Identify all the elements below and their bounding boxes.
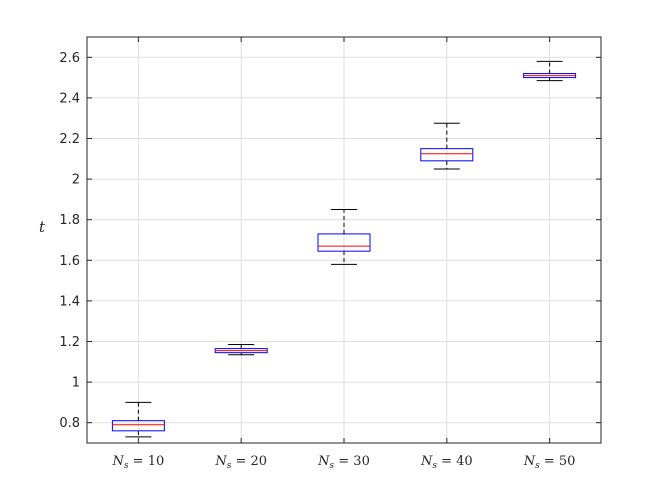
box-3 — [317, 209, 371, 265]
x-tick-label: Ns = 20 — [214, 454, 267, 471]
box-2 — [214, 344, 268, 356]
axis-ticks: 0.8 1 1.2 1.4 1.6 1.8 2 2.2 2.4 2.6 Ns = 10 Ns = 20… — [59, 37, 601, 471]
y-tick-label: 2.4 — [59, 91, 80, 106]
y-tick-label: 1.6 — [59, 254, 80, 269]
y-tick-label: 2.2 — [59, 132, 80, 147]
y-tick-label: 1.4 — [59, 294, 80, 309]
y-tick-label: 1.8 — [59, 213, 80, 228]
y-tick-label: 2 — [72, 173, 80, 188]
y-axis-label: t — [39, 218, 46, 236]
x-tick-label: Ns = 10 — [112, 454, 165, 471]
y-tick-label: 1.2 — [59, 335, 80, 350]
iqr-box — [111, 420, 165, 432]
box-4 — [420, 122, 474, 170]
y-tick-label: 2.6 — [59, 51, 80, 66]
x-tick-label: Ns = 50 — [523, 454, 576, 471]
box-1 — [111, 401, 165, 438]
y-tick-label: 0.8 — [59, 416, 80, 431]
x-tick-label: Ns = 40 — [420, 454, 473, 471]
grid-lines — [87, 37, 601, 443]
y-tick-label: 1 — [72, 376, 80, 391]
x-tick-label: Ns = 30 — [317, 454, 370, 471]
box-5 — [523, 60, 577, 82]
boxes — [111, 60, 577, 438]
iqr-box — [317, 233, 371, 252]
iqr-box — [420, 148, 474, 162]
